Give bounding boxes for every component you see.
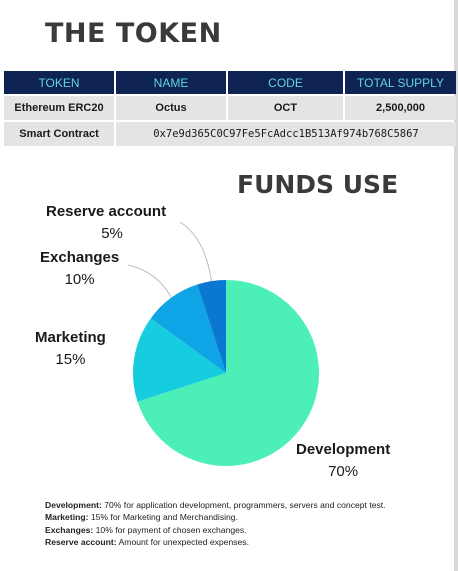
slice-name-exchanges: Exchanges <box>40 249 120 266</box>
cell-total-supply: 2,500,000 <box>345 96 456 120</box>
label-marketing: Marketing 15% <box>35 327 106 371</box>
slice-pct-development: 70% <box>328 463 359 480</box>
token-table-row: Ethereum ERC20 Octus OCT 2,500,000 <box>4 96 456 120</box>
note-marketing: Marketing: 15% for Marketing and Merchan… <box>45 512 238 523</box>
label-exchanges: Exchanges 10% <box>40 247 119 291</box>
leader-line-reserve-account <box>179 221 212 282</box>
pie-slice-exchanges <box>150 284 226 373</box>
note-development: Development: 70% for application develop… <box>45 500 386 510</box>
contract-row: Smart Contract 0x7e9d365C0C97Fe5FcAdcc1B… <box>4 122 456 146</box>
slice-pct-exchanges: 10% <box>64 271 95 288</box>
header-total-supply: TOTAL SUPPLY <box>345 71 456 94</box>
slice-name-marketing: Marketing <box>35 329 106 346</box>
contract-label: Smart Contract <box>4 122 114 146</box>
pie-slice-development <box>137 280 319 466</box>
leader-line-exchanges <box>127 264 172 299</box>
token-section-title: THE TOKEN <box>45 18 222 49</box>
token-table-header-row: TOKEN NAME CODE TOTAL SUPPLY <box>4 71 456 94</box>
slice-name-development: Development <box>296 441 391 458</box>
slice-name-reserve-account: Reserve account <box>46 203 167 220</box>
header-token: TOKEN <box>4 71 114 94</box>
slice-pct-reserve-account: 5% <box>101 225 123 242</box>
note-reserve-account: Reserve account: Amount for unexpected e… <box>45 536 249 547</box>
note-exchanges: Exchanges: 10% for payment of chosen exc… <box>45 524 247 535</box>
funds-notes: Development: 70% for application develop… <box>45 499 445 548</box>
funds-section-title: FUNDS USE <box>237 170 399 199</box>
header-name: NAME <box>116 71 226 94</box>
token-table: TOKEN NAME CODE TOTAL SUPPLY Ethereum ER… <box>2 69 458 148</box>
label-development: Development 70% <box>296 439 390 483</box>
cell-code: OCT <box>228 96 343 120</box>
cell-token: Ethereum ERC20 <box>4 96 114 120</box>
page-border <box>454 0 458 571</box>
slice-pct-marketing: 15% <box>55 351 86 368</box>
pie-slice-marketing <box>132 318 226 402</box>
cell-name: Octus <box>116 96 226 120</box>
label-reserve-account: Reserve account 5% <box>46 201 166 245</box>
contract-address: 0x7e9d365C0C97Fe5FcAdcc1B513Af974b768C58… <box>116 122 456 146</box>
header-code: CODE <box>228 71 343 94</box>
pie-slice-reserve-account <box>197 280 226 373</box>
